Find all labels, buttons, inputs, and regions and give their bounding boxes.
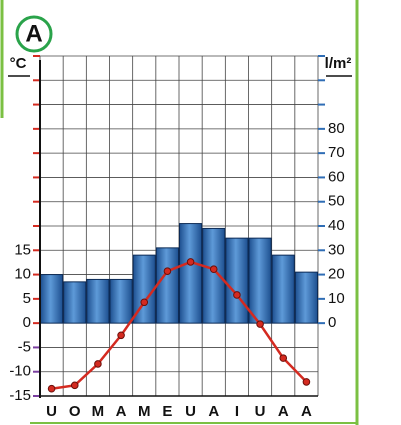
bar	[63, 281, 87, 324]
y2-tick-label: 40	[328, 217, 345, 234]
x-tick-label: O	[69, 403, 81, 420]
y-tick-label: 10	[14, 266, 31, 283]
x-tick-label: M	[138, 403, 151, 420]
point	[302, 378, 311, 386]
y2-tick-label: 30	[328, 241, 345, 258]
point	[140, 298, 149, 307]
x-tick-label: A	[116, 403, 127, 420]
y2-tick-label: 50	[328, 193, 345, 210]
y-axis-title: °C	[10, 55, 27, 72]
bar	[40, 274, 64, 324]
bar	[155, 247, 179, 324]
y-tick-label: 5	[23, 290, 31, 307]
bar	[202, 227, 226, 324]
y2-tick-label: 10	[328, 290, 345, 307]
x-tick-label: E	[162, 403, 172, 420]
point	[256, 320, 264, 328]
x-tick-label: U	[255, 403, 266, 420]
point	[209, 265, 218, 274]
point	[279, 354, 288, 362]
x-tick-label: U	[46, 403, 57, 420]
y2-tick-label: 70	[328, 144, 345, 161]
point	[186, 258, 195, 266]
y-tick-label: 0	[23, 314, 31, 331]
y-tick-label: -15	[9, 387, 31, 404]
bar	[271, 254, 295, 324]
bar	[248, 237, 272, 324]
x-tick-label: U	[185, 403, 196, 420]
point	[233, 291, 241, 299]
point	[94, 360, 102, 368]
y2-tick-label: 0	[328, 314, 336, 331]
y2-axis-title: l/m²	[325, 55, 352, 72]
x-tick-label: M	[92, 403, 105, 420]
x-tick-label: A	[278, 403, 289, 420]
bar	[109, 278, 133, 324]
bar	[86, 278, 110, 324]
y-tick-label: 15	[14, 241, 31, 258]
y2-tick-label: 80	[328, 120, 345, 137]
point	[117, 331, 125, 340]
y-tick-label: -10	[9, 363, 31, 380]
badge	[15, 15, 53, 53]
y2-tick-label: 60	[328, 168, 345, 185]
x-tick-label: A	[208, 403, 219, 420]
point	[163, 267, 172, 275]
y2-tick-label: 20	[328, 266, 345, 283]
point	[70, 381, 79, 390]
bar	[294, 271, 319, 324]
x-tick-label: I	[235, 403, 239, 420]
bar	[179, 223, 203, 324]
point	[47, 384, 56, 393]
y-tick-label: -5	[18, 338, 31, 355]
x-tick-label: A	[301, 403, 312, 420]
line	[51, 260, 308, 390]
bar	[225, 237, 249, 324]
badge-label: A	[25, 20, 42, 47]
